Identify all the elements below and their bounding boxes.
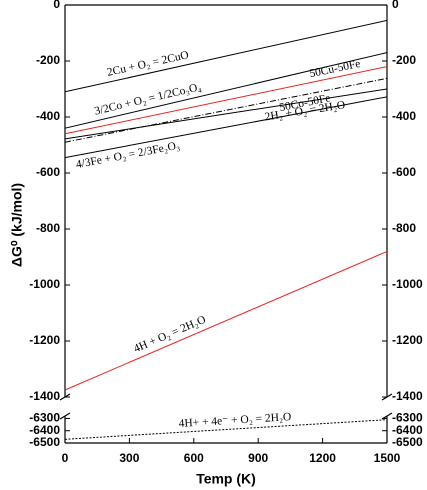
line (64, 88, 388, 140)
y-tick-label: -1400 (29, 389, 60, 403)
line (64, 419, 388, 440)
y-tick-label: 0 (53, 0, 60, 11)
y-tick-label: -6400 (29, 423, 60, 437)
y-tick-label: -1000 (29, 277, 60, 291)
line (64, 19, 388, 93)
line-label: 4H+ + 4e⁻ + O₂ = 2H₂O (178, 411, 291, 430)
y-tick-label: -200 (36, 53, 60, 67)
x-axis-label: Temp (K) (196, 471, 256, 487)
line (64, 96, 388, 159)
y-tick-label: -600 (36, 165, 60, 179)
line-label: 4H + O₂ = 2H₂O (132, 314, 208, 356)
x-tick-label: 600 (184, 451, 204, 465)
y2-tick-label: -1200 (392, 333, 423, 347)
y2-tick-label: -1400 (392, 389, 423, 403)
y-tick-label: -6500 (29, 435, 60, 449)
y2-tick-label: -400 (392, 109, 416, 123)
y2-tick-label: -6400 (392, 423, 423, 437)
line-label: 2Cu + O₂ = 2CuO (106, 49, 190, 79)
x-tick-label: 900 (248, 451, 268, 465)
x-tick-label: 1500 (374, 451, 401, 465)
y-tick-label: -1200 (29, 333, 60, 347)
line (64, 66, 388, 135)
y-tick-label: -6300 (29, 411, 60, 425)
y2-tick-label: -200 (392, 53, 416, 67)
y2-tick-label: -6500 (392, 435, 423, 449)
axis-break (381, 412, 393, 420)
y2-tick-label: -800 (392, 221, 416, 235)
axis-break (59, 393, 71, 401)
y2-tick-label: -1000 (392, 277, 423, 291)
line-label: 4/3Fe + O₂ = 2/3Fe₂O₃ (75, 140, 181, 171)
axis-break (59, 412, 71, 420)
y2-tick-label: -600 (392, 165, 416, 179)
x-tick-label: 0 (62, 451, 69, 465)
x-tick-label: 300 (119, 451, 139, 465)
y-tick-label: -800 (36, 221, 60, 235)
x-tick-label: 1200 (309, 451, 336, 465)
y-axis-label: ΔG⁰ (kJ/mol) (9, 183, 25, 267)
line (64, 52, 388, 129)
line (64, 250, 388, 391)
line-label: 50Cu-50Fe (308, 58, 361, 80)
y2-tick-label: 0 (392, 0, 399, 11)
y2-tick-label: -6300 (392, 411, 423, 425)
axis-break (381, 393, 393, 401)
y-tick-label: -400 (36, 109, 60, 123)
